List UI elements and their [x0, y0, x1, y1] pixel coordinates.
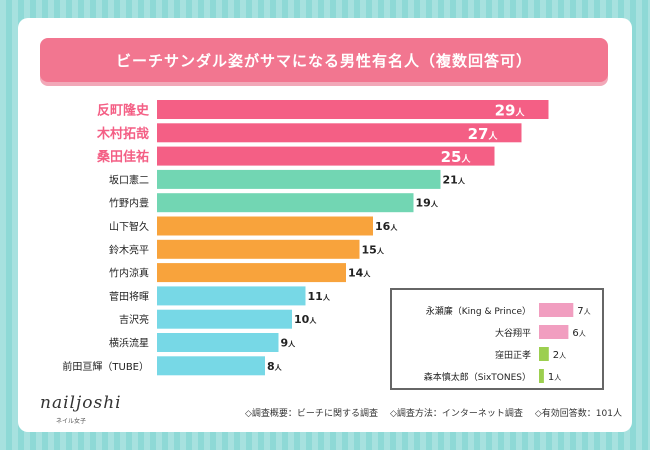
- bar-12: [157, 356, 265, 376]
- inset-bar-2: [539, 325, 569, 339]
- bar-10: [157, 309, 292, 329]
- bar-6: [157, 216, 373, 236]
- inset-data-label: 7人: [577, 306, 590, 317]
- chart-title: ビーチサンダル姿がサマになる男性有名人（複数回答可）: [115, 51, 532, 70]
- bar-7: [157, 239, 360, 259]
- bar-4: [157, 169, 441, 189]
- inset-category-label: 大谷翔平: [495, 327, 531, 339]
- inset-bar-3: [539, 347, 549, 361]
- category-label: 桑田佳祐: [96, 149, 149, 165]
- category-label: 横浜流星: [109, 337, 149, 350]
- inset-data-label: 1人: [548, 372, 561, 383]
- inset-bar-chart: 永瀬廉（King & Prince） 7人大谷翔平 6人窪田正孝 2人森本慎太郎（Si…: [390, 288, 604, 390]
- category-label: 坂口憲二: [109, 173, 149, 186]
- data-label: 29人: [495, 102, 526, 120]
- data-label: 16人: [375, 220, 398, 233]
- category-label: 反町隆史: [97, 103, 150, 119]
- inset-data-label: 6人: [572, 328, 585, 339]
- category-label: 木村拓哉: [96, 126, 149, 142]
- category-label: 前田亘輝（TUBE）: [62, 360, 149, 373]
- data-label: 10人: [294, 313, 317, 326]
- inset-category-label: 森本慎太郎（SixTONES）: [424, 371, 531, 383]
- category-label: 山下智久: [109, 220, 149, 233]
- data-label: 25人: [441, 148, 472, 166]
- bar-5: [157, 193, 414, 213]
- category-label: 吉沢亮: [119, 313, 149, 326]
- bar-3: [157, 146, 495, 166]
- category-label: 鈴木亮平: [109, 243, 149, 256]
- bar-11: [157, 333, 279, 352]
- survey-footer: ◇調査概要：ビーチに関する調査 ◇調査方法：インターネット調査 ◇有効回答数：1…: [245, 406, 622, 419]
- bar-9: [157, 286, 306, 306]
- category-label: 竹野内豊: [109, 197, 149, 210]
- bar-1: [157, 100, 549, 119]
- data-label: 27人: [468, 125, 499, 143]
- brand-logo-subtitle: ネイル女子: [56, 418, 87, 425]
- survey-responses: ◇有効回答数：101人: [534, 409, 622, 419]
- bar-8: [157, 263, 346, 283]
- brand-logo: nailjoshi: [40, 393, 122, 413]
- data-label: 9人: [281, 337, 297, 350]
- survey-method: ◇調査方法：インターネット調査: [389, 409, 523, 419]
- data-label: 8人: [267, 360, 283, 373]
- inset-category-label: 永瀬廉（King & Prince）: [426, 305, 531, 317]
- data-label: 14人: [348, 267, 371, 280]
- inset-data-label: 2人: [553, 350, 566, 361]
- inset-bar-1: [539, 303, 574, 317]
- category-label: 菅田将暉: [109, 291, 149, 303]
- bar-2: [157, 123, 522, 143]
- inset-category-label: 窪田正孝: [495, 349, 531, 361]
- inset-bar-4: [539, 369, 544, 383]
- title-banner: ビーチサンダル姿がサマになる男性有名人（複数回答可）: [40, 38, 608, 82]
- survey-overview: ◇調査概要：ビーチに関する調査: [245, 409, 378, 419]
- data-label: 11人: [308, 290, 331, 303]
- data-label: 21人: [443, 173, 466, 186]
- category-label: 竹内涼真: [109, 267, 149, 280]
- data-label: 19人: [416, 197, 439, 210]
- data-label: 15人: [362, 243, 385, 256]
